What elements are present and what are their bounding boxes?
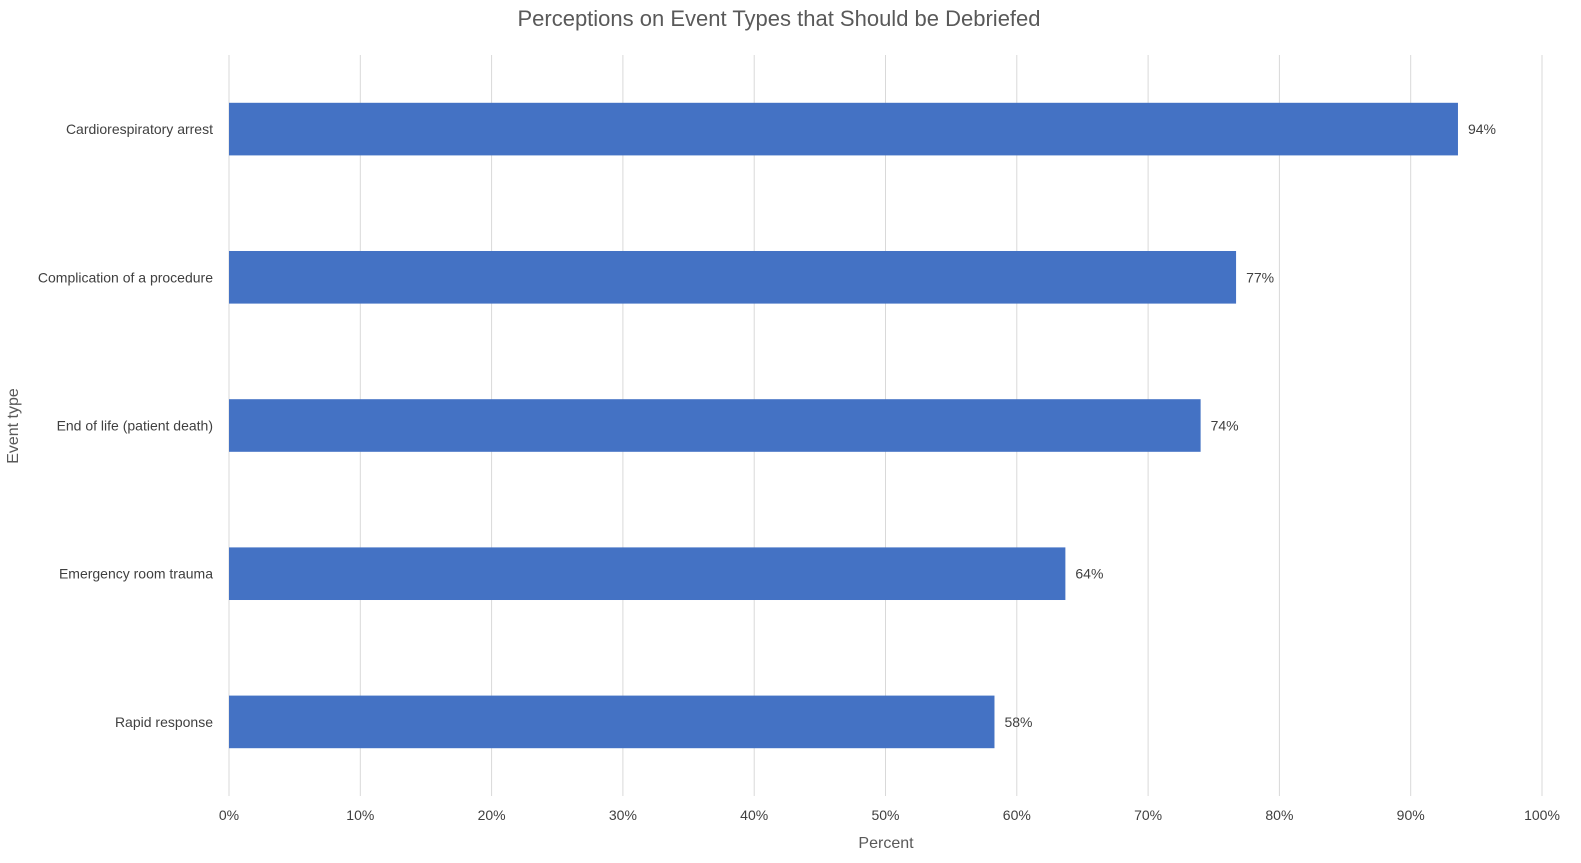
- data-label: 94%: [1468, 121, 1496, 137]
- bar: [229, 102, 1458, 156]
- x-tick-label: 80%: [1265, 807, 1293, 823]
- bar: [229, 399, 1201, 452]
- x-tick-label: 90%: [1397, 807, 1425, 823]
- x-axis-tick-labels: 0% 10% 20% 30% 40% 50% 60% 70% 80% 90% 100%: [219, 807, 1560, 823]
- category-labels: Cardiorespiratory arrest Complication of …: [38, 121, 213, 730]
- x-tick-label: 50%: [871, 807, 899, 823]
- x-tick-label: 40%: [740, 807, 768, 823]
- x-tick-label: 70%: [1134, 807, 1162, 823]
- data-label: 58%: [1004, 714, 1032, 730]
- category-label: Emergency room trauma: [59, 566, 213, 582]
- x-tick-label: 10%: [346, 807, 374, 823]
- category-label: End of life (patient death): [57, 418, 213, 434]
- bar: [229, 250, 1237, 304]
- x-tick-label: 100%: [1524, 807, 1560, 823]
- x-axis-title: Percent: [858, 835, 914, 852]
- data-label: 74%: [1211, 418, 1239, 434]
- x-tick-label: 30%: [609, 807, 637, 823]
- y-axis-title: Event type: [5, 388, 22, 464]
- category-label: Cardiorespiratory arrest: [66, 121, 213, 137]
- category-label: Rapid response: [115, 714, 213, 730]
- data-label: 77%: [1246, 269, 1274, 285]
- bars: [229, 102, 1458, 749]
- bar: [229, 695, 995, 749]
- category-label: Complication of a procedure: [38, 269, 213, 285]
- x-tick-label: 0%: [219, 807, 239, 823]
- bar: [229, 547, 1066, 601]
- data-label: 64%: [1075, 566, 1103, 582]
- x-tick-label: 60%: [1003, 807, 1031, 823]
- x-tick-label: 20%: [478, 807, 506, 823]
- chart-title: Perceptions on Event Types that Should b…: [517, 6, 1040, 31]
- data-labels: 94% 77% 74% 64% 58%: [1004, 121, 1496, 730]
